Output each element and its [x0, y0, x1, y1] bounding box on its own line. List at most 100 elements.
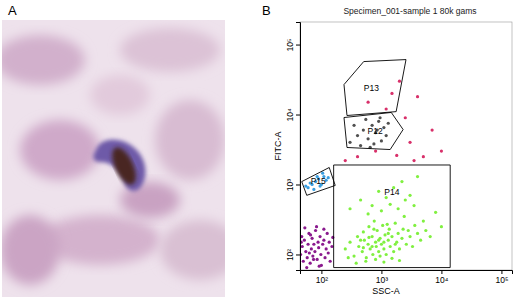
x-tick-label: 10⁵	[495, 275, 508, 285]
data-point	[400, 180, 403, 183]
data-point	[372, 142, 375, 145]
data-point	[404, 116, 407, 119]
plot-frame	[300, 22, 512, 270]
data-point	[422, 155, 425, 158]
data-point	[374, 150, 377, 153]
data-point	[419, 239, 422, 242]
data-point	[344, 247, 347, 250]
data-point	[400, 237, 403, 240]
data-point	[416, 175, 419, 178]
data-point	[318, 265, 321, 268]
gate-polygon	[334, 165, 451, 268]
data-point	[316, 258, 319, 261]
data-point	[429, 235, 432, 238]
gate-label: P14	[384, 187, 399, 197]
data-point	[416, 95, 419, 98]
x-tick-mark	[441, 270, 442, 274]
x-tick-mark	[321, 270, 322, 274]
data-point	[381, 224, 384, 227]
scatter-series	[304, 172, 330, 191]
y-tick-mark	[296, 254, 300, 255]
data-point	[312, 243, 315, 246]
data-point	[387, 122, 390, 125]
x-tick-label: 10²	[316, 275, 328, 285]
data-point	[371, 253, 374, 256]
data-point	[306, 256, 309, 259]
data-point	[434, 211, 437, 214]
y-tick-label: 10³	[285, 179, 295, 191]
data-point	[398, 259, 401, 262]
y-tick: 10⁴	[285, 108, 300, 121]
gate-label: P15	[311, 176, 326, 186]
data-point	[377, 120, 380, 123]
cell-body	[93, 140, 145, 191]
y-tick-label: 10⁴	[285, 108, 295, 121]
data-point	[314, 229, 317, 232]
x-axis-title: SSC-A	[372, 286, 400, 296]
y-tick-mark	[296, 45, 300, 46]
data-point	[301, 245, 304, 248]
tissue-blotch	[160, 220, 225, 280]
data-point	[362, 230, 365, 233]
data-point	[359, 239, 362, 242]
data-point	[326, 232, 329, 235]
data-point	[387, 232, 390, 235]
panel-label: A	[8, 3, 17, 18]
data-point	[389, 203, 392, 206]
x-tick: 10³	[376, 270, 388, 285]
tissue-blotch	[2, 35, 85, 85]
data-point	[413, 224, 416, 227]
data-point	[440, 150, 443, 153]
stained-nucleus	[107, 144, 140, 188]
data-point	[309, 262, 312, 265]
data-point	[348, 207, 351, 210]
figure: ABSpecimen_001-sample 1 80k gamsP13P12P1…	[0, 0, 520, 299]
data-point	[386, 223, 389, 226]
tissue-blotch	[20, 120, 100, 180]
data-point	[412, 159, 415, 162]
data-point	[405, 243, 408, 246]
data-point	[318, 235, 321, 238]
data-point	[390, 235, 393, 238]
data-point	[378, 116, 381, 119]
data-point	[397, 232, 400, 235]
data-point	[328, 241, 331, 244]
scatter-series	[344, 80, 443, 163]
data-point	[382, 241, 385, 244]
x-axis-line	[301, 271, 513, 275]
data-point	[431, 128, 434, 131]
data-point	[362, 128, 365, 131]
scatter-series	[344, 175, 443, 265]
data-point	[398, 80, 401, 83]
gate-polygon	[302, 167, 336, 195]
data-point	[302, 260, 305, 263]
data-point	[402, 228, 405, 231]
data-point	[412, 204, 415, 207]
y-axis-title: FITC-A	[273, 132, 283, 161]
data-point	[303, 239, 306, 242]
x-tick-mark	[501, 270, 502, 274]
x-tick-label: 10³	[376, 275, 388, 285]
data-point	[319, 253, 322, 256]
gate-labels: P13P12P15P14	[311, 83, 400, 197]
data-point	[385, 134, 388, 137]
data-point	[377, 190, 380, 193]
tissue-blotch	[155, 100, 225, 180]
data-point	[371, 245, 374, 248]
data-point	[408, 194, 411, 197]
data-point	[392, 250, 395, 253]
data-point	[329, 260, 332, 263]
data-point	[359, 198, 362, 201]
data-point	[367, 225, 370, 228]
y-axis: 10²10³10⁴10⁵	[285, 23, 301, 271]
figure-svg: ABSpecimen_001-sample 1 80k gamsP13P12P1…	[0, 0, 520, 299]
x-tick: 10⁵	[495, 270, 508, 285]
data-point	[380, 243, 383, 246]
data-point	[371, 204, 374, 207]
data-point	[385, 253, 388, 256]
data-point	[330, 245, 333, 248]
data-point	[312, 188, 315, 191]
y-tick: 10²	[285, 249, 300, 261]
tissue-blotch	[2, 215, 60, 285]
data-point	[422, 219, 425, 222]
